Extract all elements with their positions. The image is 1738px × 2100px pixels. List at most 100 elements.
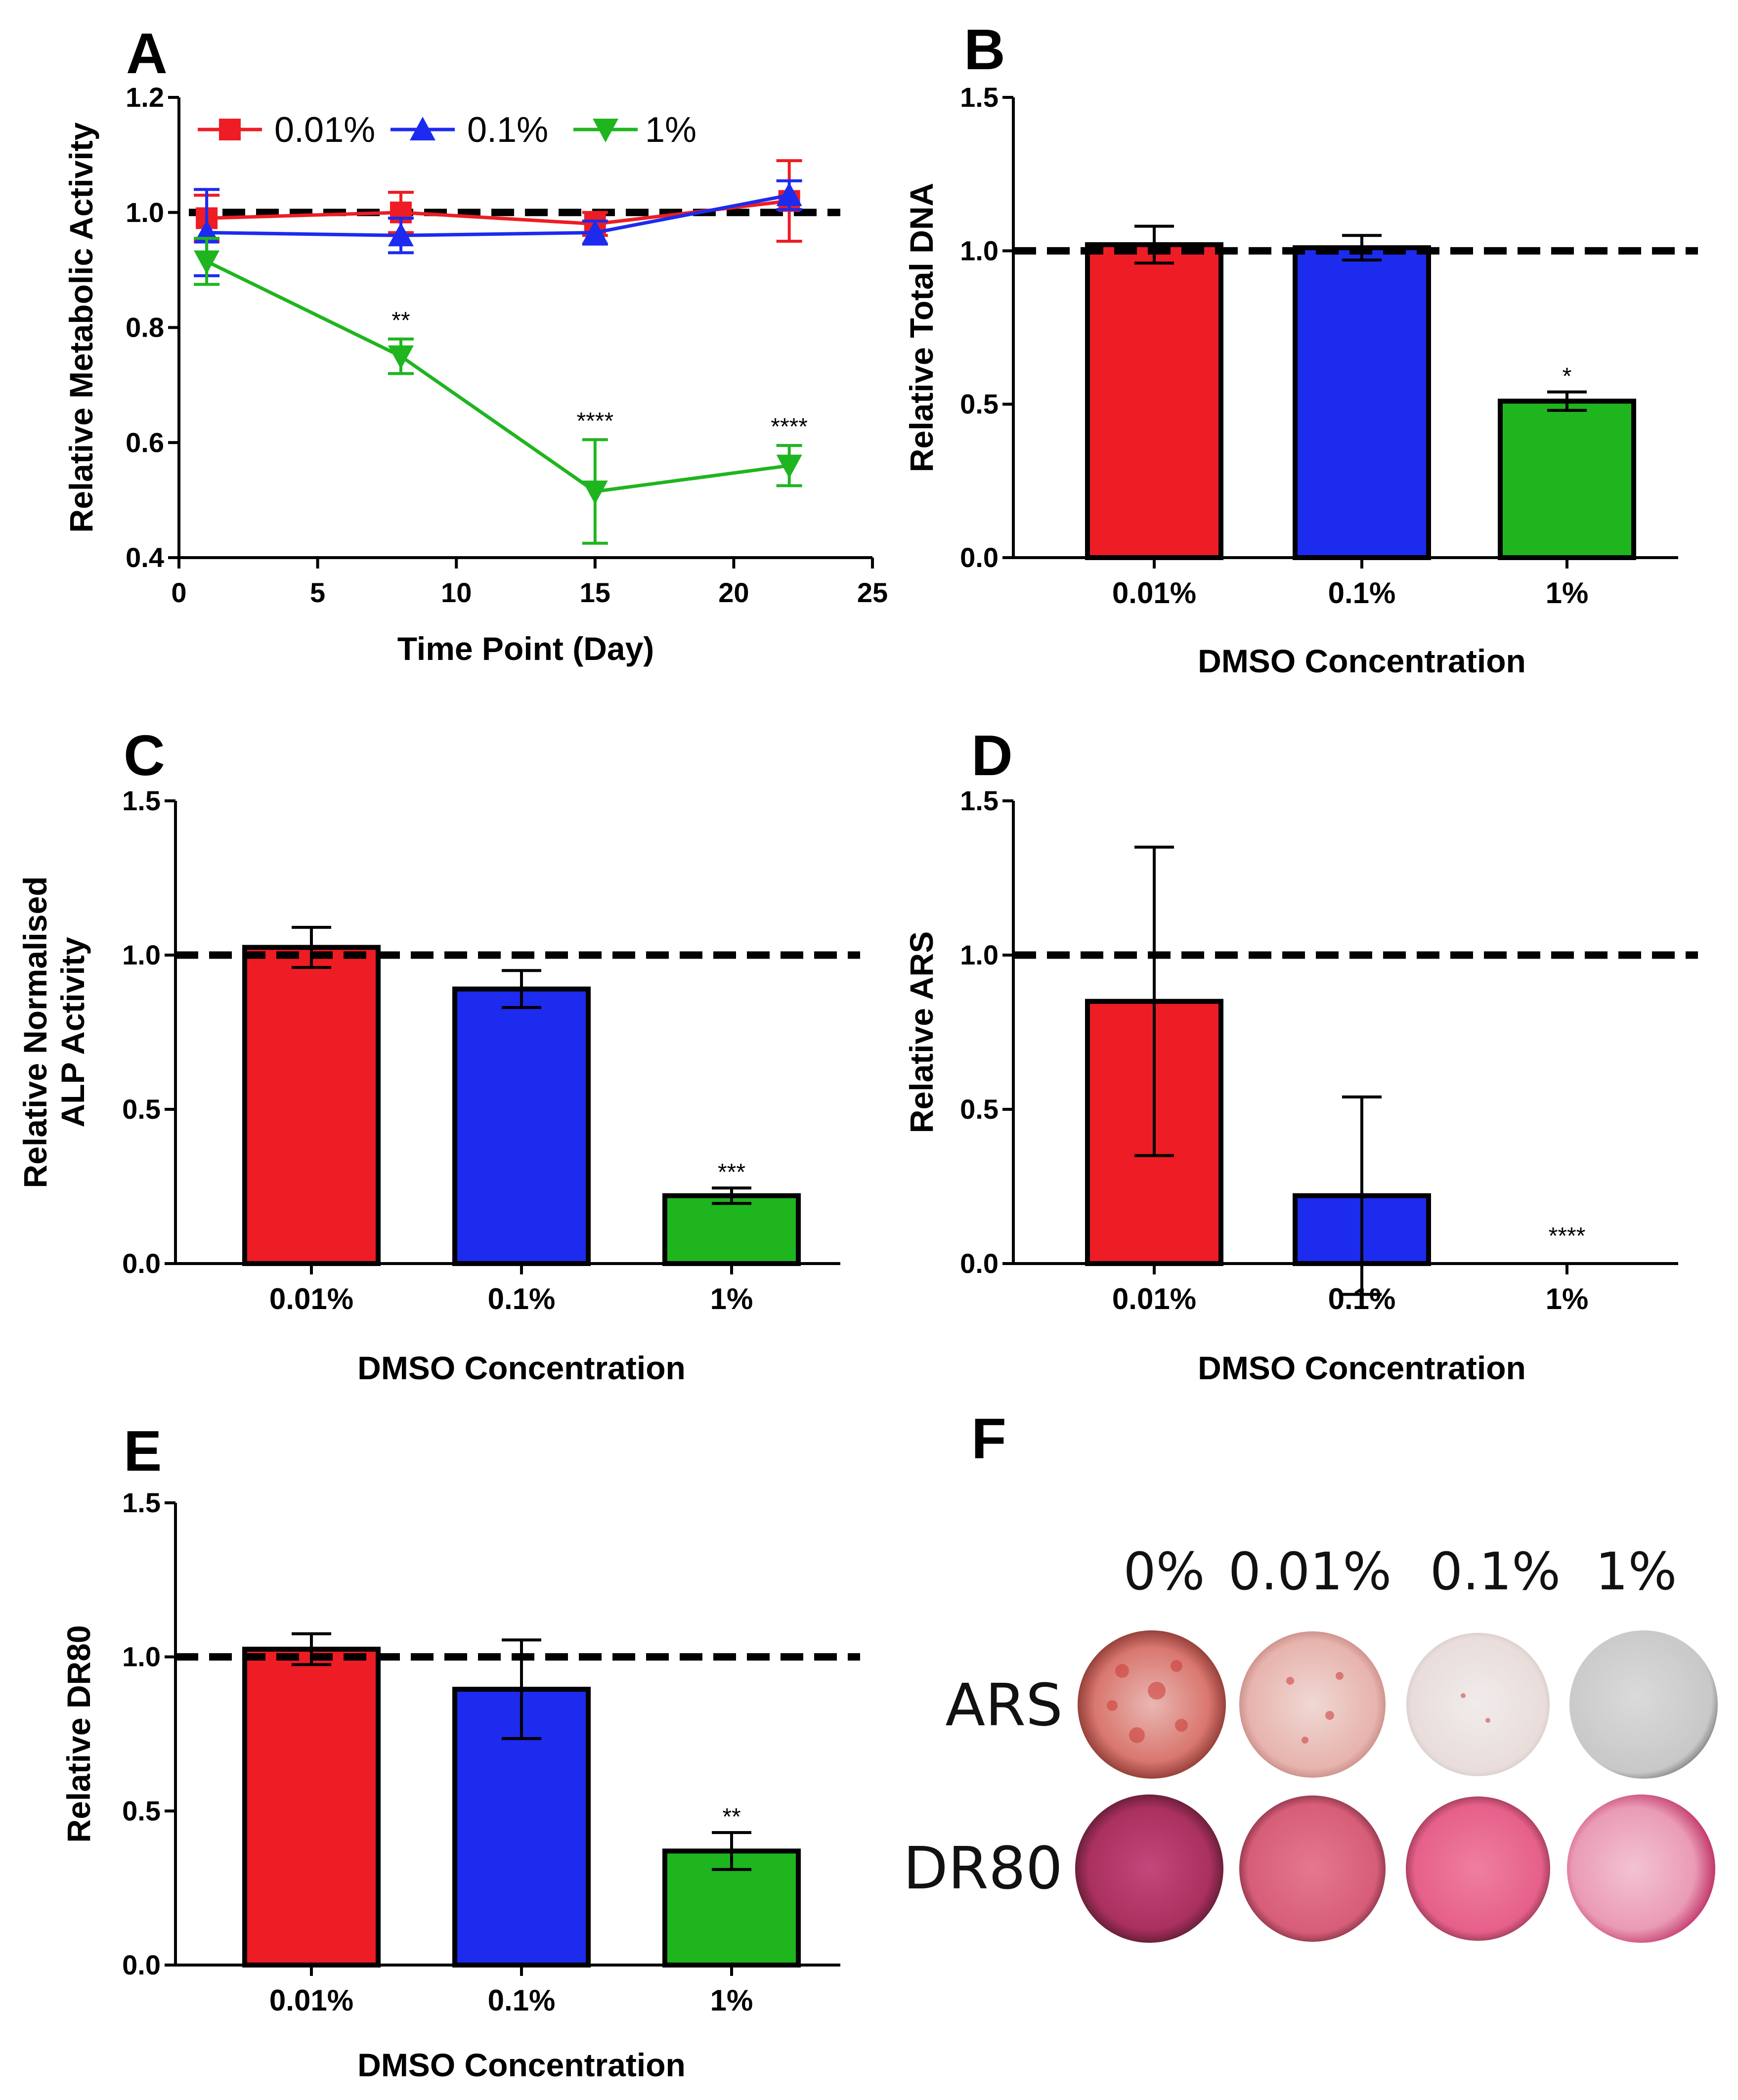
panel-letter-f: F — [971, 1406, 1006, 1471]
x-tick-label: 0.1% — [488, 1984, 556, 2017]
x-tick-label: 5 — [310, 577, 325, 608]
y-tick-label: 1.0 — [960, 235, 999, 266]
x-tick-label: 1% — [1546, 576, 1589, 610]
x-tick-label: 25 — [857, 577, 888, 608]
series-0.01% — [194, 159, 802, 243]
x-tick-label: 0 — [171, 577, 186, 608]
chart-e-dr80: 0.0 0.5 1.0 1.5 0.01% 0.1% 1% ** DMSO Concentrat… — [60, 1487, 860, 2083]
x-tick-label: 1% — [1546, 1282, 1589, 1315]
legend-label: 0.01% — [274, 110, 375, 150]
well-dr80-0-1pct — [1406, 1796, 1550, 1941]
legend-swatch-marker — [593, 119, 618, 142]
y-axis-title: ALP Activity — [54, 937, 91, 1127]
bar — [1293, 245, 1431, 561]
ars-stain-speckles — [1107, 1660, 1490, 1744]
x-tick-label: 1% — [710, 1282, 753, 1315]
legend: 0.01% 0.1% 1% — [198, 110, 696, 150]
y-axis-title: Relative ARS — [903, 931, 940, 1133]
y-tick-label: 1.5 — [122, 785, 161, 816]
x-tick-label: 0.01% — [1112, 1282, 1196, 1315]
y-tick-label: 1.0 — [126, 197, 164, 228]
well-ars-0-01pct — [1239, 1631, 1386, 1778]
y-axis-title: Relative DR80 — [60, 1625, 97, 1842]
photo-column-3: 1% — [1596, 1541, 1677, 1602]
chart-c-alp-activity: 0.0 0.5 1.0 1.5 0.01% 0.1% 1% *** DMSO Concentra… — [17, 785, 860, 1386]
x-axis-title: DMSO Concentration — [1198, 643, 1526, 679]
y-tick-label: 0.6 — [126, 427, 164, 458]
chart-a-metabolic-activity: 0.40.60.81.01.20 5 10 15 20 25****** ****0.01%… — [63, 82, 888, 667]
bar — [1085, 242, 1223, 561]
x-axis-title: Time Point (Day) — [397, 630, 654, 667]
significance-label: ** — [722, 1804, 740, 1830]
x-tick-label: 0.1% — [1328, 576, 1396, 610]
series-1% — [194, 237, 802, 545]
legend-label: 0.1% — [467, 110, 548, 150]
significance-label: **** — [1549, 1223, 1586, 1249]
photo-column-0: 0% — [1124, 1541, 1205, 1602]
photo-column-2: 0.1% — [1430, 1541, 1561, 1602]
legend-swatch-marker — [410, 117, 435, 140]
y-tick-label: 1.0 — [960, 939, 999, 970]
bar — [662, 1193, 801, 1266]
panel-letter-d: D — [971, 723, 1013, 788]
x-tick-label: 10 — [441, 577, 472, 608]
well-dr80-1pct — [1567, 1794, 1715, 1943]
y-tick-label: 0.5 — [122, 1094, 161, 1125]
data-point — [388, 222, 414, 247]
well-dr80-0-01pct — [1239, 1795, 1386, 1942]
y-tick-label: 1.2 — [126, 82, 164, 113]
photo-column-1: 0.01% — [1228, 1541, 1391, 1602]
x-tick-label: 0.1% — [488, 1282, 556, 1315]
photo-row-ars: ARS — [945, 1671, 1063, 1739]
panel-letter-a: A — [126, 21, 168, 86]
x-tick-label: 0.1% — [1328, 1282, 1396, 1315]
y-tick-label: 0.0 — [960, 542, 999, 573]
panel-letter-c: C — [124, 723, 165, 788]
series-0.1% — [194, 179, 802, 277]
chart-b-total-dna: 0.0 0.5 1.0 1.5 0.01% 0.1% 1% * DMSO Concentrati… — [903, 82, 1698, 679]
significance-label: * — [1563, 363, 1572, 390]
panel-f-stain-photos: 0% 0.01% 0.1% 1% ARS DR80 — [903, 1541, 1718, 1943]
chart-d-ars: 0.0 0.5 1.0 1.5 0.01% 0.1% 1% **** DMSO Concentr… — [903, 785, 1698, 1386]
x-tick-label: 20 — [718, 577, 749, 608]
well-ars-0-1pct — [1406, 1633, 1550, 1776]
panel-letter-b: B — [964, 17, 1005, 82]
data-point — [388, 345, 414, 369]
well-ars-0pct — [1078, 1630, 1226, 1779]
series-line — [206, 260, 790, 493]
y-tick-label: 1.5 — [960, 82, 999, 113]
significance-label: **** — [576, 408, 613, 434]
well-ars-1pct — [1569, 1630, 1718, 1779]
data-point — [776, 454, 802, 479]
bar — [242, 945, 381, 1266]
y-tick-label: 0.0 — [122, 1248, 161, 1279]
y-axis-title: Relative Metabolic Activity — [63, 122, 99, 532]
y-tick-label: 0.5 — [122, 1795, 161, 1826]
significance-label: ** — [391, 307, 410, 334]
x-axis-title: DMSO Concentration — [357, 1350, 686, 1386]
bar — [242, 1647, 381, 1968]
x-tick-label: 15 — [580, 577, 610, 608]
y-tick-label: 0.0 — [122, 1949, 161, 1980]
y-tick-label: 1.0 — [122, 1641, 161, 1672]
series-line — [207, 193, 790, 237]
y-tick-label: 1.5 — [960, 785, 999, 816]
bar — [452, 986, 591, 1266]
x-tick-label: 0.01% — [269, 1282, 353, 1315]
y-tick-label: 0.4 — [126, 542, 164, 573]
y-axis-title: Relative Total DNA — [903, 183, 940, 473]
x-tick-label: 0.01% — [1112, 576, 1196, 610]
y-tick-label: 0.8 — [126, 312, 164, 343]
legend-label: 1% — [645, 110, 696, 150]
y-tick-label: 0.0 — [960, 1248, 999, 1279]
x-axis-title: DMSO Concentration — [357, 2047, 686, 2083]
photo-row-dr80: DR80 — [903, 1834, 1063, 1902]
data-point — [582, 481, 608, 505]
significance-label: *** — [718, 1159, 745, 1185]
y-tick-label: 1.5 — [122, 1487, 161, 1518]
well-dr80-0pct — [1075, 1794, 1223, 1943]
x-axis-title: DMSO Concentration — [1198, 1350, 1526, 1386]
significance-label: **** — [771, 414, 808, 440]
x-tick-label: 0.01% — [269, 1984, 353, 2017]
